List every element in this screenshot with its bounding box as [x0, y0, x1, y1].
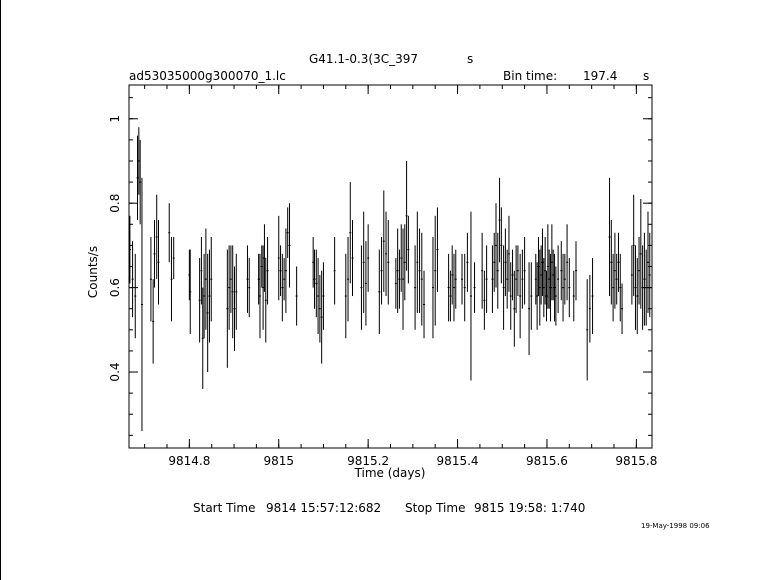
- start-time-label: Start Time: [193, 501, 256, 515]
- chart-title: G41.1-0.3(3C_397: [309, 52, 419, 66]
- x-tick-label: 9815.8: [615, 454, 657, 468]
- x-tick-label: 9815.2: [347, 454, 389, 468]
- y-tick-label: 0.8: [108, 194, 122, 213]
- x-axis-label: Time (days): [354, 466, 426, 480]
- y-tick-label: 0.6: [108, 278, 122, 297]
- y-tick-label: 0.4: [108, 362, 122, 381]
- bin-time-label: Bin time:: [503, 69, 558, 83]
- bin-time-unit: s: [643, 69, 650, 83]
- start-time-value: 9814 15:57:12:682: [266, 501, 382, 515]
- plot-timestamp: 19-May-1998 09:06: [641, 522, 710, 530]
- chart-title-suffix: s: [467, 52, 474, 66]
- stop-time-label: Stop Time: [405, 501, 466, 515]
- y-axis-label: Counts/s: [86, 246, 100, 298]
- stop-time-value: 9815 19:58: 1:740: [474, 501, 586, 515]
- x-tick-label: 9815: [263, 454, 294, 468]
- filename-label: ad53035000g300070_1.lc: [129, 69, 286, 83]
- bin-time-value: 197.4: [583, 69, 618, 83]
- light-curve-series: [128, 127, 651, 432]
- x-tick-label: 9814.8: [168, 454, 210, 468]
- plot-axes: 9814.8 9815 9815.2 9815.4 9815.6 9815.8 0.4 0.6…: [108, 84, 657, 468]
- x-tick-label: 9815.4: [437, 454, 479, 468]
- y-tick-label: 1: [108, 115, 122, 123]
- x-tick-label: 9815.6: [526, 454, 568, 468]
- window-left-border: [0, 0, 1, 580]
